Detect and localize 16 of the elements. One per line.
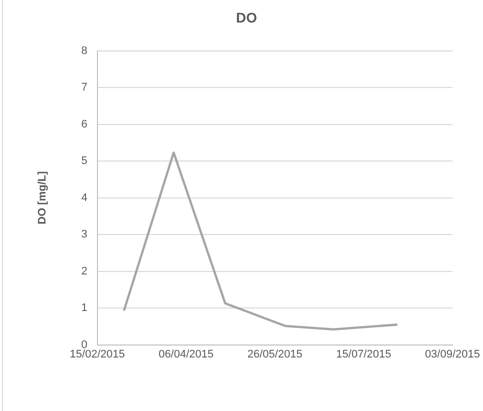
y-tick-label: 7 <box>81 82 88 94</box>
y-tick-label: 4 <box>81 192 88 204</box>
x-tick-label: 06/04/2015 <box>158 348 214 360</box>
y-tick-label: 6 <box>81 118 88 130</box>
chart-title: DO <box>236 9 258 26</box>
y-tick-label: 5 <box>81 155 88 168</box>
y-tick-label: 0 <box>81 338 88 351</box>
y-axis-title: DO [mg/L] <box>36 170 49 224</box>
x-tick-label: 26/05/2015 <box>247 348 302 360</box>
x-tick-label: 03/09/2015 <box>424 348 480 360</box>
y-tick-label: 8 <box>81 44 88 57</box>
y-tick-label: 3 <box>81 228 88 241</box>
y-tick-label: 2 <box>81 265 88 278</box>
x-tick-label: 15/07/2015 <box>336 348 392 360</box>
x-tick-label: 15/02/2015 <box>70 348 125 360</box>
y-tick-label: 1 <box>81 302 88 314</box>
